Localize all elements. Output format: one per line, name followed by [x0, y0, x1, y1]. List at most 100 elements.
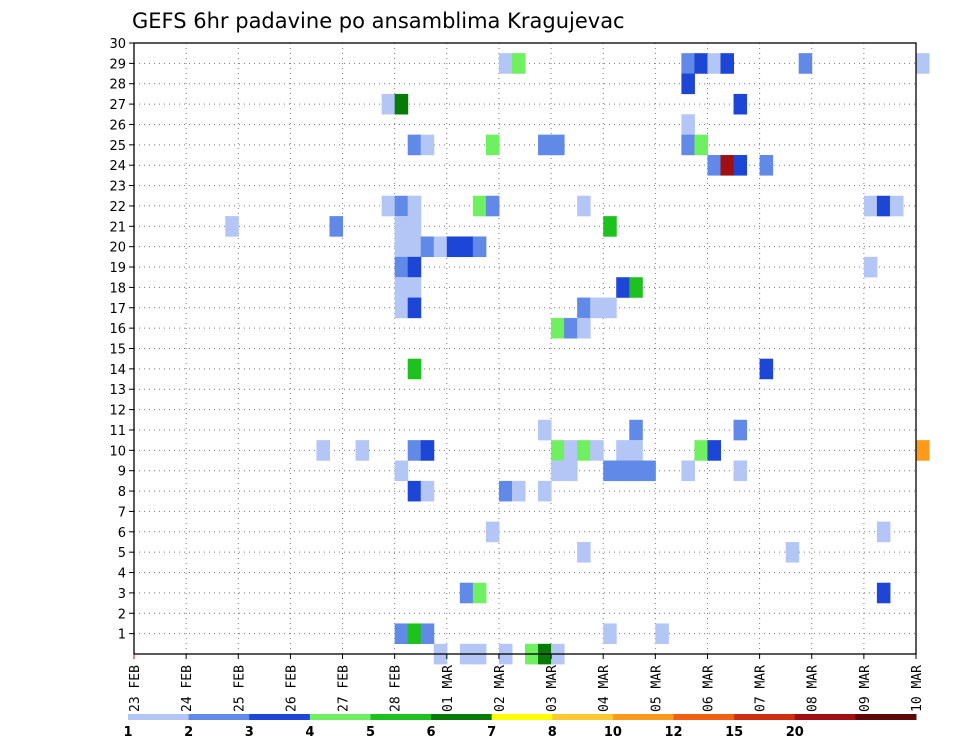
heatmap-cell — [720, 53, 735, 74]
y-tick-label: 7 — [118, 505, 126, 520]
legend-swatch — [249, 714, 311, 720]
legend-label: 2 — [184, 725, 193, 740]
heatmap-cell — [707, 53, 721, 74]
heatmap-cell — [733, 460, 748, 482]
heatmap-cell — [629, 277, 643, 298]
heatmap-cell — [577, 195, 591, 217]
x-tick-label: 08 MAR — [806, 665, 821, 712]
chart-title: GEFS 6hr padavine po ansamblima Kragujev… — [132, 9, 625, 33]
legend-label: 6 — [427, 725, 436, 740]
legend-label: 3 — [245, 725, 254, 740]
x-tick-label: 27 FEB — [337, 665, 352, 712]
heatmap-cell — [407, 358, 422, 380]
heatmap-cell — [538, 480, 552, 502]
heatmap-cell — [733, 155, 748, 176]
heatmap-cell — [916, 440, 930, 461]
legend-label: 4 — [305, 725, 314, 740]
heatmap-cell — [616, 277, 630, 298]
heatmap-cell — [681, 53, 695, 74]
heatmap-cell — [551, 134, 565, 156]
heatmap-cell — [420, 236, 435, 258]
legend-label: 12 — [664, 725, 682, 740]
heatmap-cell — [785, 541, 800, 563]
y-tick-label: 4 — [118, 567, 126, 582]
heatmap-cell — [511, 480, 526, 502]
heatmap-cell — [707, 440, 721, 461]
heatmap-cell — [498, 480, 513, 502]
cells-layer — [225, 53, 930, 665]
x-tick-label: 04 MAR — [597, 665, 612, 712]
heatmap-cell — [681, 73, 695, 95]
heatmap-cell — [681, 460, 695, 482]
heatmap-cell — [629, 419, 643, 441]
x-axis: 23 FEB 24 FEB 25 FEB 26 FEB 27 FEB 28 FEB 01 M… — [128, 654, 925, 712]
heatmap-cell — [733, 93, 748, 115]
heatmap-cell — [616, 460, 630, 482]
heatmap-cell — [381, 195, 396, 217]
heatmap-cell — [407, 195, 422, 217]
x-tick-label: 23 FEB — [128, 665, 143, 712]
legend-swatch — [370, 714, 432, 720]
heatmap-cell — [876, 582, 891, 604]
y-tick-label: 11 — [109, 424, 126, 439]
legend-swatch — [794, 714, 856, 720]
heatmap-cell — [551, 460, 565, 482]
heatmap-cell — [564, 317, 578, 339]
y-tick-label: 14 — [109, 363, 126, 378]
heatmap-cell — [420, 623, 435, 645]
grid-layer — [134, 43, 916, 654]
x-tick-label: 25 FEB — [232, 665, 247, 712]
heatmap-cell — [629, 460, 643, 482]
legend-swatch — [431, 714, 493, 720]
heatmap-cell — [733, 419, 748, 441]
heatmap-cell — [407, 236, 422, 258]
heatmap-cell — [472, 236, 487, 258]
heatmap-cell — [498, 53, 513, 74]
heatmap-cell — [590, 440, 604, 461]
x-tick-label: 10 MAR — [910, 665, 925, 712]
y-tick-label: 30 — [109, 37, 126, 52]
heatmap-cell — [420, 134, 435, 156]
heatmap-cell — [329, 216, 344, 237]
y-axis: 1234567891011121314151617181920212223242… — [109, 37, 134, 643]
heatmap-cell — [407, 480, 422, 502]
heatmap-cell — [538, 134, 552, 156]
heatmap-cell — [225, 216, 239, 237]
heatmap-cell — [603, 216, 617, 237]
heatmap-cell — [459, 582, 474, 604]
heatmap-cell — [485, 195, 500, 217]
heatmap-cell — [603, 460, 617, 482]
heatmap-cell — [420, 440, 435, 461]
heatmap-cell — [394, 195, 409, 217]
y-tick-label: 21 — [109, 220, 126, 235]
heatmap-cell — [564, 460, 578, 482]
y-tick-label: 26 — [109, 118, 126, 133]
y-tick-label: 25 — [109, 139, 126, 154]
heatmap-cell — [629, 440, 643, 461]
heatmap-cell — [355, 440, 370, 461]
heatmap-cell — [720, 155, 735, 176]
heatmap-cell — [577, 297, 591, 319]
heatmap-cell — [681, 114, 695, 135]
heatmap-cell — [863, 256, 878, 278]
heatmap-cell — [472, 195, 487, 217]
heatmap-cell — [433, 236, 448, 258]
x-tick-label: 05 MAR — [649, 665, 664, 712]
heatmap-cell — [694, 440, 708, 461]
heatmap-cell — [551, 317, 565, 339]
x-tick-label: 28 FEB — [389, 665, 404, 712]
y-tick-label: 18 — [109, 281, 126, 296]
heatmap-cell — [759, 155, 774, 176]
heatmap-cell — [407, 256, 422, 278]
heatmap-cell — [876, 521, 891, 543]
heatmap-cell — [511, 53, 526, 74]
heatmap-cell — [420, 480, 435, 502]
legend-swatch — [188, 714, 250, 720]
heatmap-cell — [394, 623, 409, 645]
legend-swatch — [673, 714, 735, 720]
legend-swatch — [491, 714, 553, 720]
heatmap-cell — [655, 623, 669, 645]
y-tick-label: 2 — [118, 607, 126, 622]
color-legend: 1 2 3 4 5 6 7 8 10 12 15 20 — [123, 714, 917, 740]
x-tick-label: 26 FEB — [284, 665, 299, 712]
